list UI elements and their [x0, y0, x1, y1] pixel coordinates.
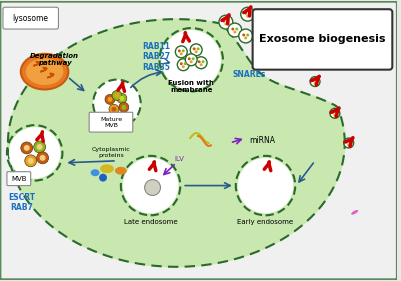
Circle shape: [344, 138, 354, 148]
Circle shape: [93, 80, 141, 127]
Circle shape: [242, 33, 245, 37]
Circle shape: [24, 145, 30, 151]
Circle shape: [198, 60, 200, 63]
Circle shape: [246, 33, 249, 37]
FancyBboxPatch shape: [3, 7, 59, 29]
Circle shape: [331, 111, 334, 114]
Circle shape: [117, 94, 127, 103]
Circle shape: [312, 79, 314, 82]
Circle shape: [21, 142, 33, 154]
Circle shape: [123, 158, 178, 213]
Text: SNAREs: SNAREs: [233, 70, 266, 79]
Circle shape: [192, 57, 194, 60]
Ellipse shape: [91, 169, 99, 176]
Circle shape: [178, 49, 181, 52]
Circle shape: [122, 105, 126, 110]
FancyBboxPatch shape: [7, 172, 31, 185]
Circle shape: [109, 104, 119, 114]
Circle shape: [40, 155, 46, 161]
Circle shape: [190, 60, 193, 63]
Circle shape: [200, 63, 203, 66]
Ellipse shape: [100, 164, 114, 173]
Circle shape: [246, 15, 249, 18]
Circle shape: [235, 28, 238, 31]
Text: Cytoplasmic
proteins: Cytoplasmic proteins: [91, 148, 130, 158]
Circle shape: [239, 29, 253, 43]
Circle shape: [36, 144, 43, 150]
Circle shape: [233, 31, 236, 33]
Circle shape: [248, 12, 251, 15]
Circle shape: [105, 94, 115, 104]
Circle shape: [256, 24, 259, 27]
Circle shape: [244, 37, 247, 39]
Circle shape: [99, 174, 107, 182]
Circle shape: [228, 23, 242, 37]
FancyBboxPatch shape: [253, 9, 392, 70]
Circle shape: [180, 62, 183, 65]
Circle shape: [25, 155, 36, 167]
Circle shape: [119, 102, 129, 112]
Circle shape: [119, 96, 124, 101]
Text: miRNA: miRNA: [250, 135, 275, 144]
Circle shape: [223, 20, 225, 22]
Circle shape: [180, 52, 183, 55]
Circle shape: [107, 97, 112, 102]
Text: Late endosome: Late endosome: [124, 219, 177, 225]
Ellipse shape: [115, 167, 127, 175]
FancyBboxPatch shape: [89, 112, 133, 132]
Circle shape: [162, 30, 221, 89]
Circle shape: [28, 158, 34, 164]
Text: MVB: MVB: [11, 176, 26, 182]
Circle shape: [330, 108, 340, 118]
Circle shape: [190, 44, 202, 56]
Circle shape: [182, 49, 185, 52]
Circle shape: [260, 24, 263, 27]
Circle shape: [114, 93, 119, 98]
Circle shape: [9, 127, 61, 179]
Circle shape: [145, 180, 160, 196]
Circle shape: [175, 46, 187, 58]
Text: Mature
MVB: Mature MVB: [100, 117, 122, 128]
Circle shape: [219, 15, 233, 29]
Circle shape: [182, 65, 185, 68]
Circle shape: [310, 77, 320, 87]
Ellipse shape: [21, 54, 68, 89]
Circle shape: [195, 57, 207, 69]
Ellipse shape: [351, 210, 358, 215]
Circle shape: [333, 114, 336, 117]
Circle shape: [241, 7, 255, 21]
Circle shape: [258, 27, 261, 30]
Circle shape: [349, 140, 352, 144]
Circle shape: [227, 20, 229, 22]
Text: ESCRT
RAB7: ESCRT RAB7: [8, 193, 35, 212]
Circle shape: [316, 79, 318, 82]
Text: ILV: ILV: [174, 156, 184, 162]
Circle shape: [244, 12, 247, 15]
Circle shape: [111, 107, 116, 112]
Text: Exosome biogenesis: Exosome biogenesis: [259, 34, 385, 44]
Circle shape: [335, 111, 338, 114]
Text: Fusion with
membrane: Fusion with membrane: [168, 80, 214, 93]
Circle shape: [231, 28, 234, 31]
Circle shape: [177, 59, 189, 71]
Text: Degradation
pathway: Degradation pathway: [30, 53, 79, 66]
Circle shape: [225, 22, 227, 26]
Circle shape: [314, 82, 316, 85]
Text: RAB11
RAB27
RAB35: RAB11 RAB27 RAB35: [142, 42, 170, 72]
Text: lysosome: lysosome: [13, 14, 49, 23]
Circle shape: [196, 47, 200, 50]
Circle shape: [202, 60, 205, 63]
Circle shape: [185, 54, 197, 66]
Text: Early endosome: Early endosome: [237, 219, 294, 225]
Circle shape: [112, 90, 122, 100]
Circle shape: [238, 158, 293, 213]
Circle shape: [194, 50, 198, 53]
Circle shape: [253, 19, 267, 33]
Ellipse shape: [26, 58, 63, 85]
Circle shape: [36, 152, 49, 164]
Circle shape: [188, 57, 191, 60]
Polygon shape: [8, 19, 345, 267]
Circle shape: [184, 62, 187, 65]
Circle shape: [34, 141, 46, 153]
